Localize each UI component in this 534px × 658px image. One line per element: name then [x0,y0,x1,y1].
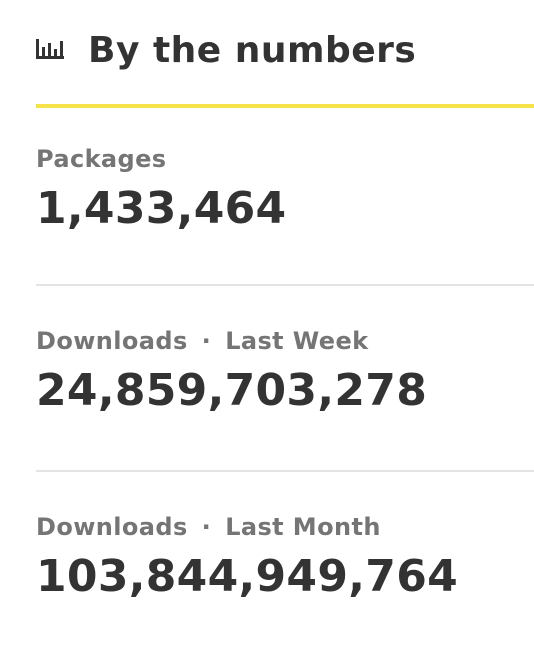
bar-chart-icon [36,39,64,59]
stat-label-text: Downloads [36,327,188,355]
stat-label-separator: · [201,513,212,541]
page-title: By the numbers [88,29,417,71]
stat-label-separator: · [201,327,212,355]
stat-packages: Packages 1,433,464 [36,108,534,286]
stat-label: Downloads · Last Month [36,512,534,542]
stats-panel: By the numbers Packages 1,433,464 Downlo… [36,0,534,658]
stat-value: 24,859,703,278 [36,365,428,416]
stat-label: Packages [36,144,534,174]
stat-downloads-last-week: Downloads · Last Week 24,859,703,278 [36,286,534,472]
stat-label: Downloads · Last Week [36,326,534,356]
stat-label-text: Downloads [36,513,188,541]
stat-label-period: Last Month [225,513,381,541]
stat-value: 1,433,464 [36,183,287,234]
stat-value: 103,844,949,764 [36,551,459,602]
stat-label-text: Packages [36,145,167,173]
stat-label-period: Last Week [225,327,369,355]
stats-header: By the numbers [36,0,534,108]
stat-downloads-last-month: Downloads · Last Month 103,844,949,764 [36,472,534,658]
